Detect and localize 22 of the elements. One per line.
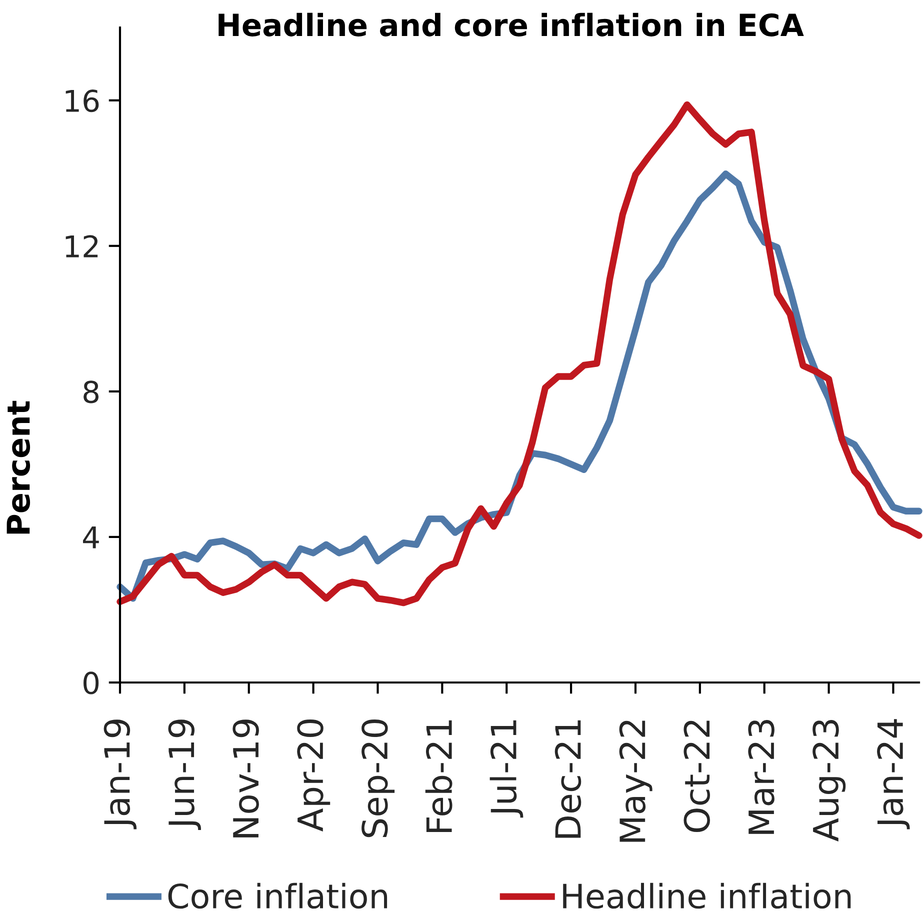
chart-title: Headline and core inflation in ECA [218, 12, 804, 36]
x-tick-label: Jun-19 [168, 720, 201, 830]
x-tick-label: Dec-21 [554, 720, 582, 838]
x-tick-label: Jan-24 [877, 719, 910, 830]
y-tick-label: 0 [84, 672, 99, 694]
y-tick-label: 8 [84, 380, 99, 404]
legend-label: Core inflation [168, 882, 388, 909]
x-tick-label: Nov-19 [232, 720, 259, 838]
x-tick-label: Jul-21 [490, 720, 524, 818]
y-tick-label: 12 [66, 235, 98, 258]
x-tick-label: Aug-23 [812, 720, 846, 842]
y-tick-label: 16 [66, 90, 99, 112]
y-tick-label: 4 [83, 526, 99, 548]
y-axis-title: Percent [6, 400, 30, 534]
x-tick-label: Oct-22 [684, 720, 710, 832]
x-tick-label: Apr-20 [297, 720, 330, 832]
x-tick-label: May-22 [619, 720, 652, 842]
x-tick-label: Sep-20 [362, 720, 395, 838]
x-tick-label: Jan-19 [104, 720, 137, 830]
x-tick-label: Feb-21 [425, 720, 452, 832]
x-tick-label: Mar-23 [748, 720, 774, 834]
legend-label: Headline inflation [563, 882, 851, 909]
